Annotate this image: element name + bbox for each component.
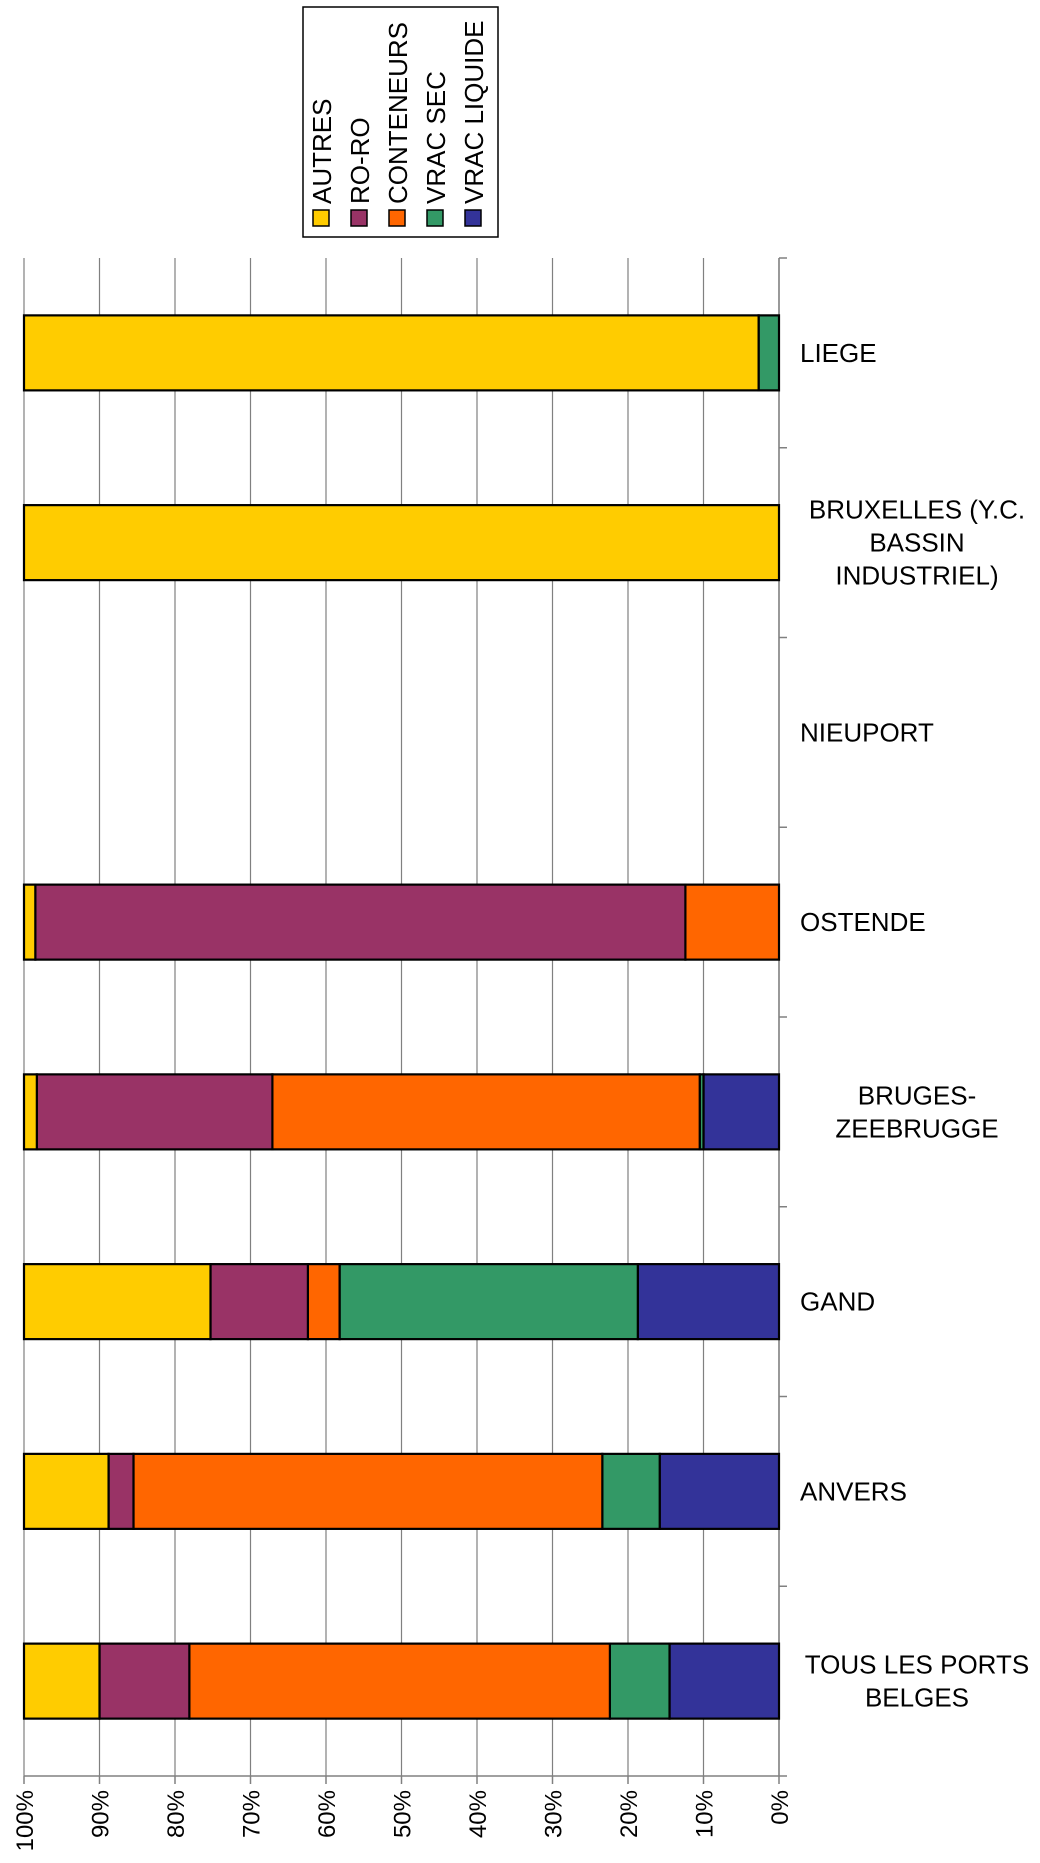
bar-ostende-autres — [22, 883, 37, 961]
legend-label-vrac-liquide: VRAC LIQUIDE — [459, 21, 489, 205]
legend-swatch-vrac-liquide — [464, 209, 482, 227]
bar-gand-vrac-sec — [338, 1263, 639, 1341]
x-tick-label: 70% — [239, 1790, 266, 1838]
category-label-bruges-zeebrugge: BRUGES-ZEEBRUGGE — [835, 1080, 998, 1143]
bar-tous-les-ports-belges-autres — [22, 1642, 101, 1720]
legend-swatch-conteneurs — [388, 209, 406, 227]
legend-label-ro-ro: RO-RO — [345, 117, 375, 204]
legend-swatch-vrac-sec — [426, 209, 444, 227]
category-labels: LIEGE BRUXELLES (Y.C. BASSIN INDUSTRIEL) NIE… — [800, 338, 1029, 1713]
bar-bruges-zeebrugge-conteneurs — [271, 1073, 701, 1151]
x-tick-label: 50% — [390, 1790, 417, 1838]
category-label-bruxelles-y-c-bassin-industriel: BRUXELLES (Y.C. BASSIN INDUSTRIEL) — [809, 495, 1025, 591]
bar-gand-ro-ro — [209, 1263, 309, 1341]
category-label-ostende: OSTENDE — [800, 907, 926, 937]
bar-ostende-ro-ro — [34, 883, 687, 961]
bar-anvers-conteneurs — [132, 1452, 604, 1530]
bar-anvers-vrac-sec — [601, 1452, 661, 1530]
legend-swatch-ro-ro — [350, 209, 368, 227]
x-tick-label: 100% — [12, 1790, 39, 1851]
bar-tous-les-ports-belges-vrac-sec — [608, 1642, 671, 1720]
bar-ostende-conteneurs — [684, 883, 781, 961]
bar-gand-conteneurs — [306, 1263, 341, 1341]
x-tick-label: 0% — [767, 1790, 794, 1825]
axes — [23, 257, 787, 1784]
bar-bruges-zeebrugge-vrac-liquide — [702, 1073, 781, 1151]
legend: AUTRES RO-RO CONTENEURS VRAC SEC VRAC LIQUID… — [302, 6, 499, 238]
gridlines — [23, 258, 780, 1776]
x-axis-tick-labels: 0% 10% 20% 30% 40% 50% 60% 70% 80% 90% 100% — [12, 1790, 794, 1851]
legend-label-conteneurs: CONTENEURS — [383, 22, 413, 204]
category-label-liege: LIEGE — [800, 338, 877, 368]
bar-gand-autres — [22, 1263, 212, 1341]
x-tick-label: 60% — [314, 1790, 341, 1838]
x-tick-label: 40% — [465, 1790, 492, 1838]
bar-bruxelles-y-c-bassin-industriel-autres — [22, 504, 781, 582]
bar-anvers-ro-ro — [107, 1452, 135, 1530]
bar-liege-vrac-sec — [757, 314, 781, 392]
category-label-tous-les-ports-belges: TOUS LES PORTS BELGES — [805, 1650, 1029, 1713]
legend-label-vrac-sec: VRAC SEC — [421, 71, 451, 204]
x-tick-label: 90% — [88, 1790, 115, 1838]
bar-gand-vrac-liquide — [636, 1263, 781, 1341]
bar-anvers-vrac-liquide — [658, 1452, 781, 1530]
category-label-anvers: ANVERS — [800, 1476, 907, 1506]
bar-liege-autres — [22, 314, 760, 392]
bars — [22, 314, 781, 1720]
bar-tous-les-ports-belges-vrac-liquide — [668, 1642, 781, 1720]
bar-tous-les-ports-belges-ro-ro — [98, 1642, 191, 1720]
legend-label-autres: AUTRES — [307, 99, 337, 204]
bar-tous-les-ports-belges-conteneurs — [188, 1642, 611, 1720]
bar-bruges-zeebrugge-autres — [22, 1073, 38, 1151]
x-tick-label: 30% — [541, 1790, 568, 1838]
x-tick-label: 10% — [692, 1790, 719, 1838]
bar-bruges-zeebrugge-ro-ro — [35, 1073, 274, 1151]
legend-box — [302, 6, 499, 238]
category-label-nieuport: NIEUPORT — [800, 717, 934, 747]
bar-anvers-autres — [22, 1452, 110, 1530]
category-label-gand: GAND — [800, 1287, 875, 1317]
legend-swatch-autres — [312, 209, 330, 227]
x-tick-label: 20% — [616, 1790, 643, 1838]
x-tick-label: 80% — [163, 1790, 190, 1838]
